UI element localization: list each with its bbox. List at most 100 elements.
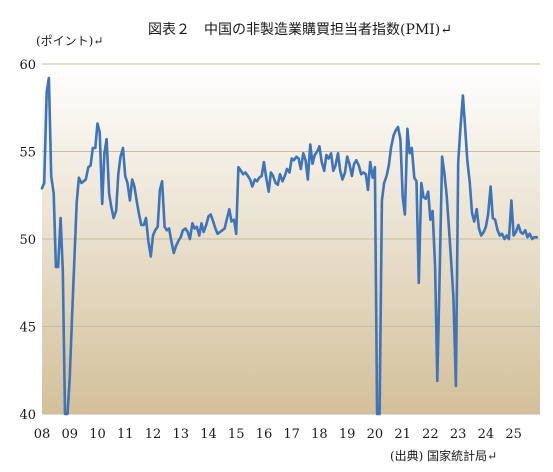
data-point (323, 169, 326, 172)
data-point (429, 218, 432, 221)
data-point (459, 127, 462, 130)
data-point (336, 152, 340, 155)
data-point (253, 178, 256, 181)
data-point (417, 281, 420, 284)
data-point (452, 295, 455, 298)
data-point (489, 185, 492, 188)
x-tick-label: 17 (283, 427, 300, 442)
data-point (181, 229, 184, 232)
x-tick-label: 12 (145, 427, 162, 442)
data-point (142, 223, 145, 227)
x-tick-label: 24 (478, 427, 495, 442)
data-point (54, 265, 58, 269)
x-axis-ticks: 08 09 10 11 12 13 14 15 16 17 18 19 20 21 22 23 24 25 (34, 427, 522, 442)
data-point (193, 227, 196, 230)
x-tick-label: 23 (450, 427, 467, 442)
data-point (209, 213, 212, 216)
data-point (119, 155, 122, 158)
data-point (255, 180, 259, 183)
data-point (212, 220, 215, 223)
data-point (216, 232, 219, 235)
data-point (327, 157, 330, 160)
data-point (371, 176, 374, 179)
x-tick-label: 13 (172, 427, 189, 442)
data-point (239, 169, 242, 172)
data-point (360, 173, 363, 176)
data-point (480, 234, 483, 237)
data-point (373, 166, 376, 169)
data-point (306, 178, 309, 181)
data-point (184, 227, 187, 230)
data-point (343, 171, 347, 174)
data-point (491, 216, 494, 220)
source-label: (出典) 国家統計局↵ (390, 448, 497, 463)
data-point (498, 234, 501, 237)
data-point (457, 160, 460, 164)
data-point (73, 255, 76, 258)
data-point (519, 230, 522, 234)
y-tick-label: 45 (19, 321, 36, 336)
data-point (392, 134, 395, 137)
data-point (149, 255, 152, 258)
data-point (295, 155, 298, 158)
data-points (40, 76, 538, 416)
data-point (413, 176, 416, 179)
data-point (45, 90, 48, 94)
data-point (503, 237, 506, 241)
data-point (376, 412, 379, 416)
data-point (121, 146, 125, 150)
data-point (514, 230, 518, 234)
data-point (242, 173, 245, 176)
data-point (156, 225, 159, 228)
data-point (350, 174, 353, 178)
x-tick-label: 16 (256, 427, 273, 442)
data-point (320, 160, 323, 164)
data-point (91, 146, 94, 150)
data-point (47, 76, 51, 80)
data-point (309, 143, 312, 146)
data-point (249, 178, 252, 181)
data-point (202, 230, 205, 234)
data-point (174, 244, 178, 248)
x-tick-label: 14 (200, 427, 217, 442)
data-point (332, 169, 335, 172)
data-point (172, 251, 175, 255)
data-point (70, 316, 74, 319)
data-point (179, 236, 182, 239)
data-point (477, 227, 481, 230)
x-tick-label: 25 (505, 427, 522, 442)
data-point (223, 227, 226, 230)
data-point (43, 181, 46, 185)
data-point (396, 125, 400, 129)
data-point (297, 157, 300, 160)
data-point (487, 213, 490, 216)
data-point (313, 153, 316, 157)
data-point (292, 159, 295, 162)
data-point (274, 181, 277, 185)
data-point (235, 232, 238, 235)
data-point (533, 236, 536, 239)
data-point (528, 232, 531, 235)
data-point (383, 181, 386, 185)
data-point (200, 222, 203, 225)
data-point (443, 171, 446, 174)
data-point (496, 229, 499, 232)
data-point (401, 195, 404, 199)
data-point (281, 180, 284, 183)
data-point (170, 241, 173, 244)
data-point (325, 153, 328, 157)
data-point (484, 225, 487, 228)
y-tick-label: 50 (19, 233, 36, 248)
data-point (434, 265, 437, 269)
data-point (334, 164, 337, 167)
y-tick-label: 55 (19, 146, 36, 161)
y-axis-unit-label: (ポイント)↵ (36, 34, 103, 48)
data-point (168, 227, 171, 230)
data-point (66, 412, 69, 416)
data-point (105, 138, 108, 141)
data-point (285, 167, 289, 171)
data-point (230, 220, 233, 223)
data-point (131, 178, 134, 181)
data-point (228, 208, 231, 211)
